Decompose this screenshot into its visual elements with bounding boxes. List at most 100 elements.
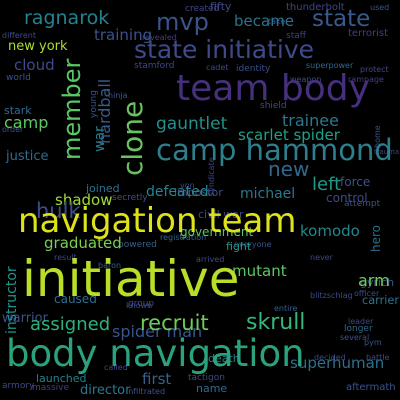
word: name [196,382,227,395]
word: camp [4,113,48,132]
word: result [54,253,77,262]
word: identity [236,64,271,74]
word: weapon [290,75,321,84]
word: pym [364,338,382,347]
word: attempt [344,199,381,209]
word: hulk [36,199,81,223]
word: new [268,157,309,181]
word: assigned [30,314,110,335]
word: instructor [4,266,20,334]
word: government [180,225,253,239]
word: group [128,299,154,309]
word: spider man [112,322,202,341]
word: state [312,6,370,32]
word: known [126,301,152,310]
word: cloud [14,56,55,74]
word: world [6,73,31,83]
word: ninja [108,91,128,100]
word: komodo [300,222,360,240]
word: skrull [246,310,305,335]
word: longer [344,324,373,334]
word: camp hammond [156,133,393,167]
word: navigation team [18,201,297,241]
word: death [208,352,240,365]
word: shield [260,101,287,111]
word: stamford [134,61,174,71]
word: thunderbolt [286,2,345,13]
word: powered [118,240,157,250]
word: entire [274,304,297,313]
word: decided [314,353,346,362]
large-words: mvp state state initiative member clone … [6,6,393,375]
word: officer [354,289,380,298]
word: gyrich [360,276,394,289]
word: staff [286,31,307,41]
word: different [2,31,36,40]
word: carrier [362,294,399,307]
word: hero [369,225,383,252]
word: young [89,90,99,118]
word: control [326,191,368,205]
filler-words: created thunderbolt used take staff terr… [2,2,399,396]
word: leader [348,317,374,326]
word: team body [176,68,370,109]
word: fight [226,240,252,253]
word: became [234,12,294,30]
word: ragnarok [24,7,109,29]
word: recruit [140,311,209,335]
word: everyone [234,240,272,249]
word: new york [8,39,68,54]
word: first [142,370,171,388]
word: caused [54,292,97,306]
word: created [185,4,219,14]
word: tactigon [188,373,225,383]
word: take [268,17,285,26]
word: syndicate [207,157,216,196]
word: shadow [55,191,112,209]
word: registration [160,233,206,242]
word: mutant [232,262,287,280]
word: civil war [198,208,244,221]
word: secretly [112,193,148,203]
word: protect [360,65,389,74]
word: called [104,363,128,372]
word: trauma [374,148,399,156]
word: state initiative [134,35,314,64]
word: arm [358,271,390,290]
word: gauntlet [156,114,228,134]
word: initiative [22,250,239,308]
word: used [370,3,389,12]
word: von [180,181,195,190]
word: superpower [306,61,354,70]
word: armory [2,381,35,391]
word: graduated [44,234,122,252]
word: aftermath [346,382,396,393]
word: massive [32,383,69,393]
word: arrived [196,255,224,264]
word: body navigation [6,332,305,375]
word: terrorist [348,28,388,39]
word: hardball [95,79,114,144]
word: revealed [142,33,177,42]
word: training [94,26,152,44]
word: force [340,175,370,189]
word: clone [116,101,149,176]
word: launched [36,372,87,385]
word: impostor [174,186,223,199]
word: several [340,333,369,342]
word: superhuman [290,354,384,372]
word: fifty [210,0,232,13]
word: mvp [156,8,209,36]
word: left [312,174,341,195]
word: director [80,383,131,398]
word: member [58,58,86,160]
word: rampage [348,75,384,84]
word: battle [366,353,389,362]
word: home [373,125,382,148]
word: infiltrated [126,387,165,396]
word: war [92,126,108,152]
word: cadet [206,63,228,72]
word: trainee [282,111,339,130]
